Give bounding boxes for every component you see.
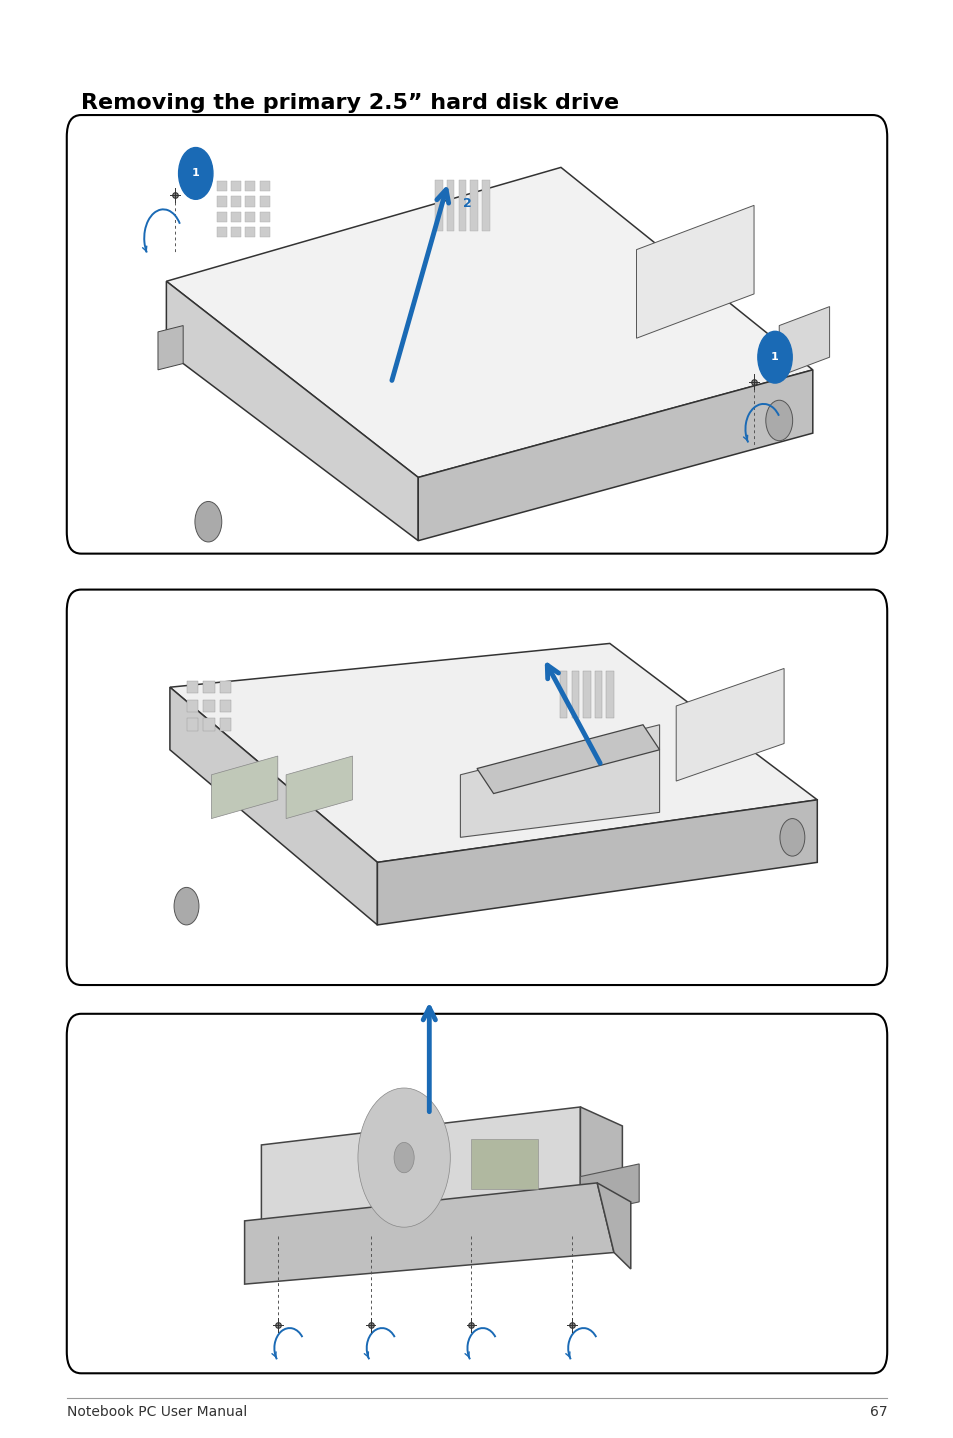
Polygon shape — [244, 1183, 614, 1284]
Bar — [231, 227, 241, 237]
Circle shape — [757, 331, 791, 383]
Bar — [458, 180, 466, 230]
Bar — [245, 227, 255, 237]
Bar — [435, 180, 442, 230]
Bar — [219, 719, 231, 731]
Text: Notebook PC User Manual: Notebook PC User Manual — [67, 1405, 247, 1419]
Bar — [216, 181, 227, 191]
Bar — [219, 682, 231, 693]
Polygon shape — [476, 725, 659, 794]
Circle shape — [765, 400, 792, 440]
Polygon shape — [158, 325, 183, 370]
FancyBboxPatch shape — [67, 115, 886, 554]
Bar — [186, 700, 198, 712]
Bar — [470, 180, 477, 230]
Circle shape — [194, 502, 221, 542]
Circle shape — [178, 148, 213, 200]
Circle shape — [173, 887, 199, 925]
Bar — [559, 672, 567, 719]
Polygon shape — [166, 167, 812, 477]
Bar — [216, 227, 227, 237]
Bar — [186, 719, 198, 731]
Text: Removing the primary 2.5” hard disk drive: Removing the primary 2.5” hard disk driv… — [81, 93, 618, 114]
Bar — [259, 181, 270, 191]
Bar — [245, 211, 255, 221]
Bar — [231, 181, 241, 191]
Bar — [219, 700, 231, 712]
Bar — [245, 181, 255, 191]
Bar — [231, 197, 241, 207]
Circle shape — [394, 1142, 414, 1173]
Bar — [231, 211, 241, 221]
Polygon shape — [597, 1183, 630, 1268]
Circle shape — [780, 818, 804, 856]
Text: 1: 1 — [192, 168, 199, 178]
Text: 1: 1 — [770, 352, 778, 362]
Polygon shape — [676, 669, 783, 781]
Polygon shape — [417, 370, 812, 541]
Bar — [571, 672, 578, 719]
Circle shape — [357, 1089, 450, 1227]
Polygon shape — [377, 800, 817, 925]
Text: 67: 67 — [869, 1405, 886, 1419]
Polygon shape — [261, 1107, 579, 1221]
Polygon shape — [636, 206, 753, 338]
Bar — [203, 719, 214, 731]
Polygon shape — [170, 643, 817, 863]
Bar — [606, 672, 614, 719]
Bar — [216, 211, 227, 221]
FancyBboxPatch shape — [67, 1014, 886, 1373]
Bar — [471, 1139, 537, 1189]
Bar — [481, 180, 489, 230]
FancyBboxPatch shape — [67, 590, 886, 985]
Bar — [216, 197, 227, 207]
Polygon shape — [779, 306, 829, 377]
Bar — [595, 672, 601, 719]
Bar — [259, 197, 270, 207]
Bar — [259, 227, 270, 237]
Bar — [245, 197, 255, 207]
Polygon shape — [579, 1163, 639, 1215]
Bar — [582, 672, 590, 719]
Text: 2: 2 — [462, 197, 471, 210]
Bar — [186, 682, 198, 693]
Polygon shape — [212, 756, 277, 818]
Bar — [203, 682, 214, 693]
Polygon shape — [286, 756, 352, 818]
Bar — [446, 180, 454, 230]
Polygon shape — [579, 1107, 621, 1208]
Polygon shape — [460, 725, 659, 837]
Bar — [203, 700, 214, 712]
Polygon shape — [166, 282, 417, 541]
Bar — [259, 211, 270, 221]
Polygon shape — [170, 687, 377, 925]
